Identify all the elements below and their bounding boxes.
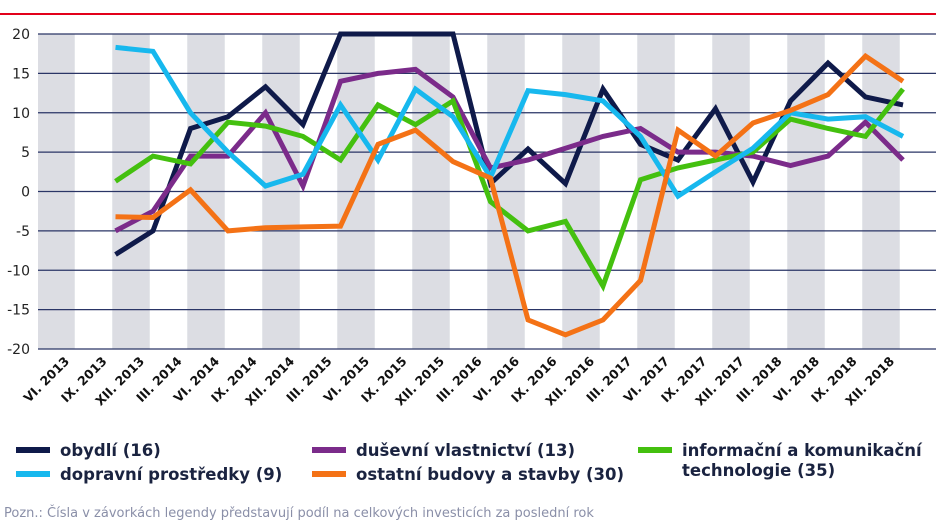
legend-label: dopravní prostředky (9) [60, 465, 283, 484]
legend-swatch [638, 446, 672, 453]
top-accent-line [0, 13, 936, 15]
series-lines [114, 31, 905, 338]
legend-item-ikt: informační a komunikační [638, 441, 922, 461]
series-line-1 [114, 66, 905, 234]
y-tick-label: 5 [21, 145, 30, 161]
y-tick-label: 0 [21, 185, 30, 201]
legend-swatch [16, 446, 50, 453]
y-tick-label: 15 [12, 66, 30, 82]
y-tick-label: 10 [12, 106, 30, 122]
series-line-4 [115, 52, 905, 338]
legend-item-dopravni: dopravní prostředky (9) [16, 465, 282, 485]
legend-item-dusevni: duševní vlastnictví (13) [312, 441, 575, 461]
legend-label: technologie (35) [682, 461, 836, 480]
y-tick-label: -10 [7, 263, 30, 279]
legend-item-ostatni: ostatní budovy a stavby (30) [312, 465, 624, 485]
legend-label: duševní vlastnictví (13) [356, 441, 575, 460]
y-tick-label: 20 [12, 27, 30, 43]
legend-swatch [16, 470, 50, 477]
legend-item-ikt-line2: technologie (35) [682, 461, 835, 481]
legend-swatch [312, 470, 346, 477]
legend-item-obydli: obydlí (16) [16, 441, 161, 461]
legend-label: informační a komunikační [682, 441, 922, 460]
y-tick-label: -15 [7, 303, 30, 319]
footnote: Pozn.: Čísla v závorkách legendy předsta… [4, 506, 594, 521]
series-line-2 [114, 87, 905, 292]
legend-label: obydlí (16) [60, 441, 161, 460]
legend-swatch [312, 446, 346, 453]
y-axis-ticks: 20 15 10 5 0 -5 -10 -15 -20 [7, 27, 30, 358]
y-tick-label: -5 [16, 224, 30, 240]
y-tick-label: -20 [7, 342, 30, 358]
series-line-3 [115, 44, 905, 200]
legend-label: ostatní budovy a stavby (30) [356, 465, 625, 484]
